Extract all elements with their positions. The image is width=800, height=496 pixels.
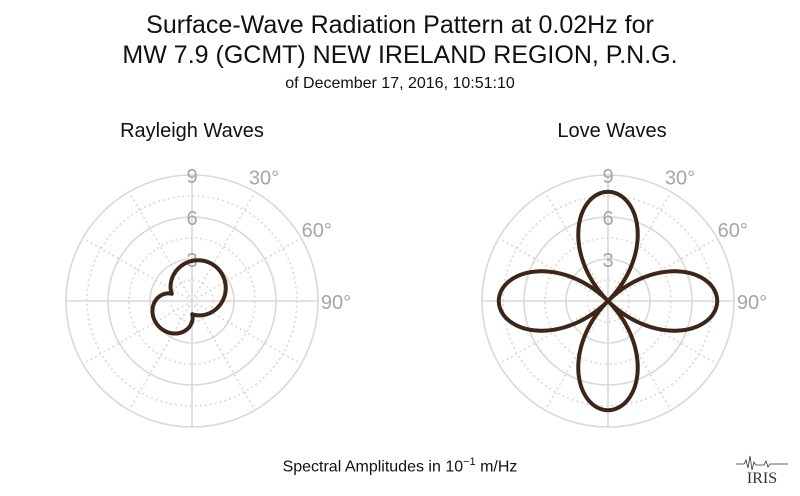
rayleigh-spoke-210 <box>128 300 193 411</box>
rayleigh-angle-tick-label-1: 60° <box>302 220 332 242</box>
page-title-line-1: Surface-Wave Radiation Pattern at 0.02Hz… <box>146 11 654 39</box>
iris-logo: IRIS <box>736 455 788 486</box>
love-r-tick-label-6: 6 <box>602 208 613 230</box>
rayleigh-angle-tick-label-2: 90° <box>321 292 351 314</box>
rayleigh-spoke-60 <box>191 237 302 302</box>
rayleigh-spoke-240 <box>82 300 193 365</box>
iris-logo-seismogram <box>736 455 788 471</box>
love-spoke-210 <box>544 300 609 411</box>
love-angle-tick-label-2: 90° <box>737 292 767 314</box>
rayleigh-panel-title: Rayleigh Waves <box>120 120 264 142</box>
caption-unit-exponent: −1 <box>463 456 476 468</box>
love-spoke-300 <box>498 237 609 302</box>
page-title-line-2: MW 7.9 (GCMT) NEW IRELAND REGION, P.N.G. <box>122 41 678 69</box>
rayleigh-spoke-330 <box>128 191 193 302</box>
rayleigh-spoke-120 <box>191 300 302 365</box>
caption-prefix: Spectral Amplitudes in <box>282 458 446 476</box>
rayleigh-spoke-300 <box>82 237 193 302</box>
love-spoke-60 <box>607 237 718 302</box>
love-spoke-240 <box>498 300 609 365</box>
rayleigh-spoke-30 <box>191 191 256 302</box>
love-spoke-30 <box>607 191 672 302</box>
love-panel-title: Love Waves <box>557 120 667 142</box>
rayleigh-pattern-curve <box>150 258 228 336</box>
amplitude-units-caption: Spectral Amplitudes in 10−1 m/Hz <box>0 456 800 476</box>
love-spoke-330 <box>544 191 609 302</box>
page-subtitle: of December 17, 2016, 10:51:10 <box>285 75 515 92</box>
love-r-tick-label-9: 9 <box>602 166 613 188</box>
caption-unit-base: 10 <box>445 458 464 476</box>
love-angle-tick-label-0: 30° <box>665 167 695 189</box>
love-r-tick-label-3: 3 <box>602 250 613 272</box>
rayleigh-r-tick-label-6: 6 <box>186 208 197 230</box>
love-pattern-curve <box>496 189 720 413</box>
love-spoke-150 <box>607 300 672 411</box>
love-spoke-120 <box>607 300 718 365</box>
rayleigh-spoke-150 <box>191 300 256 411</box>
rayleigh-r-tick-label-9: 9 <box>186 166 197 188</box>
caption-unit-suffix: m/Hz <box>475 458 518 476</box>
love-angle-tick-label-1: 60° <box>718 220 748 242</box>
rayleigh-angle-tick-label-0: 30° <box>249 167 279 189</box>
iris-logo-text: IRIS <box>747 470 777 486</box>
